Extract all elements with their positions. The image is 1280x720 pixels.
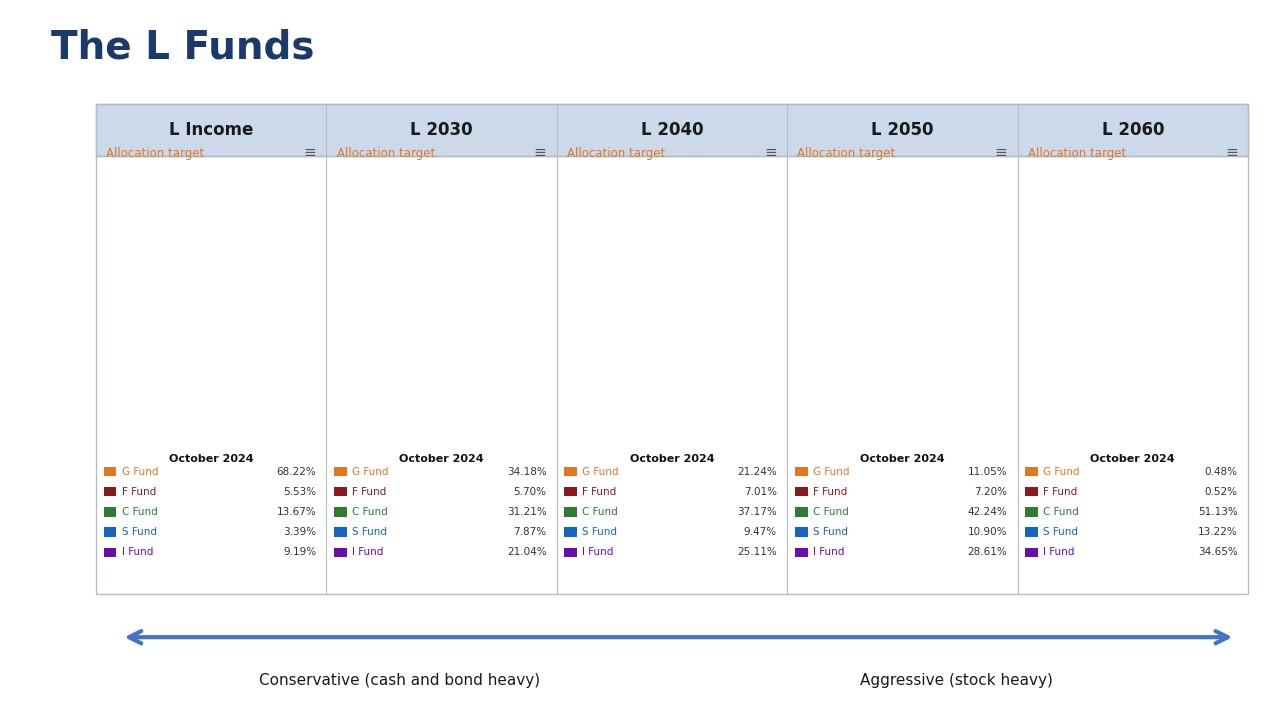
- Text: G Fund: G Fund: [813, 467, 850, 477]
- Text: 34.65%: 34.65%: [1198, 547, 1238, 557]
- Text: F Fund: F Fund: [813, 487, 847, 497]
- Text: C Fund: C Fund: [1043, 507, 1079, 517]
- Wedge shape: [372, 228, 442, 300]
- Text: L 2030: L 2030: [411, 121, 472, 140]
- Text: S Fund: S Fund: [582, 527, 617, 537]
- Text: 7.20%: 7.20%: [974, 487, 1007, 497]
- Wedge shape: [613, 300, 742, 372]
- Text: Allocation target: Allocation target: [106, 147, 205, 160]
- Text: October 2024: October 2024: [1091, 454, 1175, 464]
- Text: L 2050: L 2050: [872, 121, 933, 140]
- Wedge shape: [442, 300, 502, 357]
- Text: ≡: ≡: [764, 145, 777, 160]
- Text: C Fund: C Fund: [122, 507, 157, 517]
- Text: 11.05%: 11.05%: [968, 467, 1007, 477]
- Text: 7.87%: 7.87%: [513, 527, 547, 537]
- Text: 9.19%: 9.19%: [283, 547, 316, 557]
- Wedge shape: [370, 282, 442, 317]
- Text: 37.17%: 37.17%: [737, 507, 777, 517]
- Text: G Fund: G Fund: [352, 467, 389, 477]
- Text: F Fund: F Fund: [582, 487, 617, 497]
- Text: 21.24%: 21.24%: [737, 467, 777, 477]
- Wedge shape: [1061, 228, 1133, 341]
- Text: L Income: L Income: [169, 121, 253, 140]
- Text: 7.01%: 7.01%: [744, 487, 777, 497]
- Text: I Fund: I Fund: [813, 547, 845, 557]
- Text: 21.04%: 21.04%: [507, 547, 547, 557]
- Text: 34.18%: 34.18%: [507, 467, 547, 477]
- Wedge shape: [859, 270, 974, 372]
- Text: October 2024: October 2024: [860, 454, 945, 464]
- Text: G Fund: G Fund: [1043, 467, 1080, 477]
- Text: L 2060: L 2060: [1102, 121, 1164, 140]
- Text: Allocation target: Allocation target: [337, 147, 435, 160]
- Text: 3.39%: 3.39%: [283, 527, 316, 537]
- Wedge shape: [1124, 228, 1204, 372]
- Text: I Fund: I Fund: [122, 547, 154, 557]
- Wedge shape: [1133, 228, 1135, 300]
- Wedge shape: [902, 228, 948, 300]
- Text: 13.22%: 13.22%: [1198, 527, 1238, 537]
- Text: L 2040: L 2040: [641, 121, 703, 140]
- Text: 9.47%: 9.47%: [744, 527, 777, 537]
- Text: 28.61%: 28.61%: [968, 547, 1007, 557]
- Text: 10.90%: 10.90%: [968, 527, 1007, 537]
- Wedge shape: [672, 228, 742, 300]
- Wedge shape: [902, 244, 968, 300]
- Wedge shape: [140, 249, 211, 305]
- Text: S Fund: S Fund: [122, 527, 156, 537]
- Text: 0.52%: 0.52%: [1204, 487, 1238, 497]
- Text: 68.22%: 68.22%: [276, 467, 316, 477]
- Text: ≡: ≡: [303, 145, 316, 160]
- Wedge shape: [832, 300, 902, 356]
- Text: 5.70%: 5.70%: [513, 487, 547, 497]
- Text: F Fund: F Fund: [122, 487, 156, 497]
- Wedge shape: [600, 228, 672, 300]
- Wedge shape: [172, 228, 211, 300]
- Wedge shape: [146, 228, 283, 372]
- Text: I Fund: I Fund: [1043, 547, 1075, 557]
- Text: I Fund: I Fund: [352, 547, 384, 557]
- Text: S Fund: S Fund: [352, 527, 387, 537]
- Text: C Fund: C Fund: [352, 507, 388, 517]
- Text: 51.13%: 51.13%: [1198, 507, 1238, 517]
- Text: Allocation target: Allocation target: [1028, 147, 1126, 160]
- Text: 0.48%: 0.48%: [1204, 467, 1238, 477]
- Text: October 2024: October 2024: [169, 454, 253, 464]
- Wedge shape: [140, 300, 211, 329]
- Text: G Fund: G Fund: [122, 467, 159, 477]
- Text: 31.21%: 31.21%: [507, 507, 547, 517]
- Wedge shape: [1074, 300, 1133, 371]
- Text: S Fund: S Fund: [813, 527, 847, 537]
- Text: ≡: ≡: [995, 145, 1007, 160]
- Wedge shape: [442, 228, 513, 338]
- Text: F Fund: F Fund: [352, 487, 387, 497]
- Wedge shape: [600, 300, 672, 341]
- Text: Conservative (cash and bond heavy): Conservative (cash and bond heavy): [260, 673, 540, 688]
- Text: October 2024: October 2024: [399, 454, 484, 464]
- Text: C Fund: C Fund: [582, 507, 618, 517]
- Text: October 2024: October 2024: [630, 454, 714, 464]
- Text: The L Funds: The L Funds: [51, 29, 315, 67]
- Text: I Fund: I Fund: [582, 547, 614, 557]
- Wedge shape: [372, 300, 484, 372]
- Wedge shape: [1133, 228, 1138, 300]
- Text: Allocation target: Allocation target: [797, 147, 896, 160]
- Text: 42.24%: 42.24%: [968, 507, 1007, 517]
- Wedge shape: [831, 228, 902, 315]
- Wedge shape: [672, 283, 744, 314]
- Text: Aggressive (stock heavy): Aggressive (stock heavy): [860, 673, 1053, 688]
- Text: C Fund: C Fund: [813, 507, 849, 517]
- Text: G Fund: G Fund: [582, 467, 620, 477]
- Wedge shape: [160, 239, 211, 300]
- Text: F Fund: F Fund: [1043, 487, 1078, 497]
- Text: Allocation target: Allocation target: [567, 147, 666, 160]
- Text: 25.11%: 25.11%: [737, 547, 777, 557]
- Text: ≡: ≡: [1225, 145, 1238, 160]
- Text: 5.53%: 5.53%: [283, 487, 316, 497]
- Text: ≡: ≡: [534, 145, 547, 160]
- Text: 13.67%: 13.67%: [276, 507, 316, 517]
- Text: S Fund: S Fund: [1043, 527, 1078, 537]
